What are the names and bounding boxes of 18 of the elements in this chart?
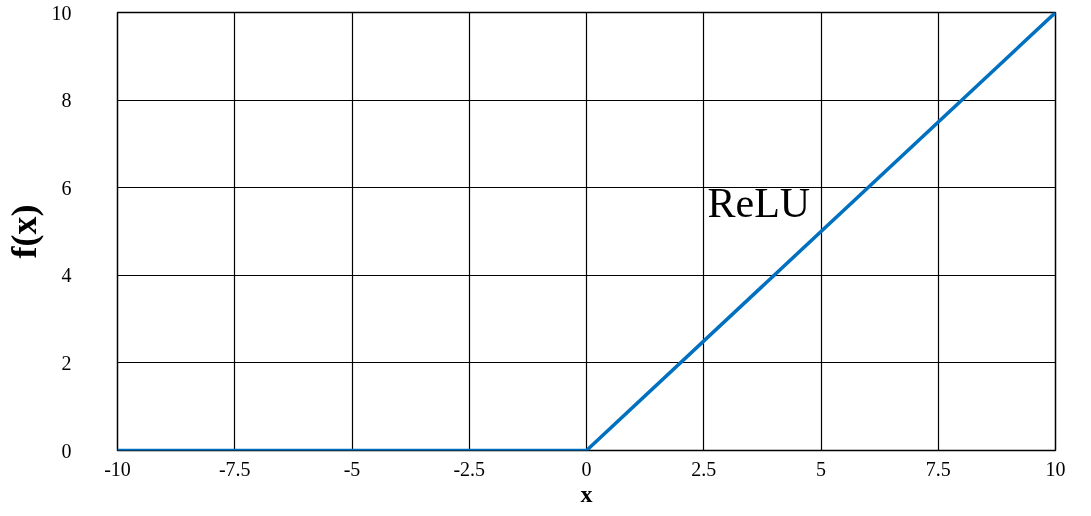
x-tick-label: -2.5 — [453, 457, 486, 480]
y-tick-label: 6 — [61, 176, 72, 199]
x-tick-label: -7.5 — [218, 457, 251, 480]
x-tick-label: 7.5 — [925, 457, 951, 480]
x-tick-label: 2.5 — [691, 457, 717, 480]
x-axis-title: x — [580, 480, 593, 507]
y-tick-label: 2 — [61, 351, 72, 374]
x-tick-label: -5 — [343, 457, 361, 480]
x-tick-label: 10 — [1045, 457, 1066, 480]
y-tick-label: 0 — [61, 439, 72, 462]
x-tick-label: 0 — [581, 457, 592, 480]
annotation: ReLU — [707, 179, 811, 226]
x-tick-label: 5 — [816, 457, 826, 480]
y-tick-label: 4 — [61, 264, 72, 287]
y-tick-label: 10 — [51, 1, 72, 24]
x-tick-label: -10 — [104, 457, 131, 480]
y-tick-label: 8 — [61, 89, 72, 112]
y-axis-title: f(x) — [3, 204, 44, 259]
